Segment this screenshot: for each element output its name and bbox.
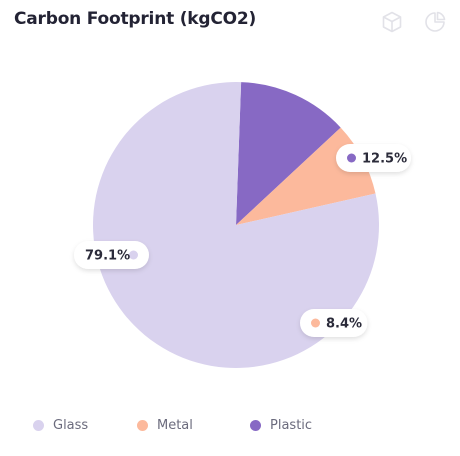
data-label-pill (336, 144, 411, 172)
cube-icon[interactable] (378, 8, 406, 36)
pie-chart: 12.5% 8.4% 79.1% (74, 81, 411, 368)
legend-dot (250, 419, 261, 431)
legend-label: Metal (157, 417, 193, 433)
legend-label: Plastic (270, 417, 313, 433)
pie-slice-glass[interactable] (93, 81, 380, 368)
data-label-pill (74, 241, 149, 269)
pie-chart-icon[interactable] (421, 8, 449, 36)
data-label-text: 12.5% (362, 152, 407, 167)
data-label-dot (311, 318, 320, 328)
legend-label: Glass (53, 417, 89, 433)
legend-item-glass[interactable]: Glass (33, 413, 88, 437)
data-label-plastic: 12.5% (336, 144, 411, 172)
chart-title: Carbon Footprint (kgCO2) (14, 9, 257, 29)
data-label-pill (300, 309, 368, 337)
data-label-metal: 8.4% (300, 309, 368, 337)
chart-legend: Glass Metal Plastic (0, 413, 460, 437)
pie-slice-plastic[interactable] (236, 82, 341, 225)
data-label-glass: 79.1% (74, 241, 149, 269)
data-label-dot (129, 250, 138, 260)
legend-item-plastic[interactable]: Plastic (250, 413, 312, 437)
data-label-dot (347, 153, 356, 163)
data-label-text: 79.1% (85, 249, 130, 264)
legend-dot (33, 419, 44, 431)
data-label-text: 8.4% (326, 317, 362, 332)
legend-dot (137, 419, 148, 431)
legend-item-metal[interactable]: Metal (137, 413, 193, 437)
